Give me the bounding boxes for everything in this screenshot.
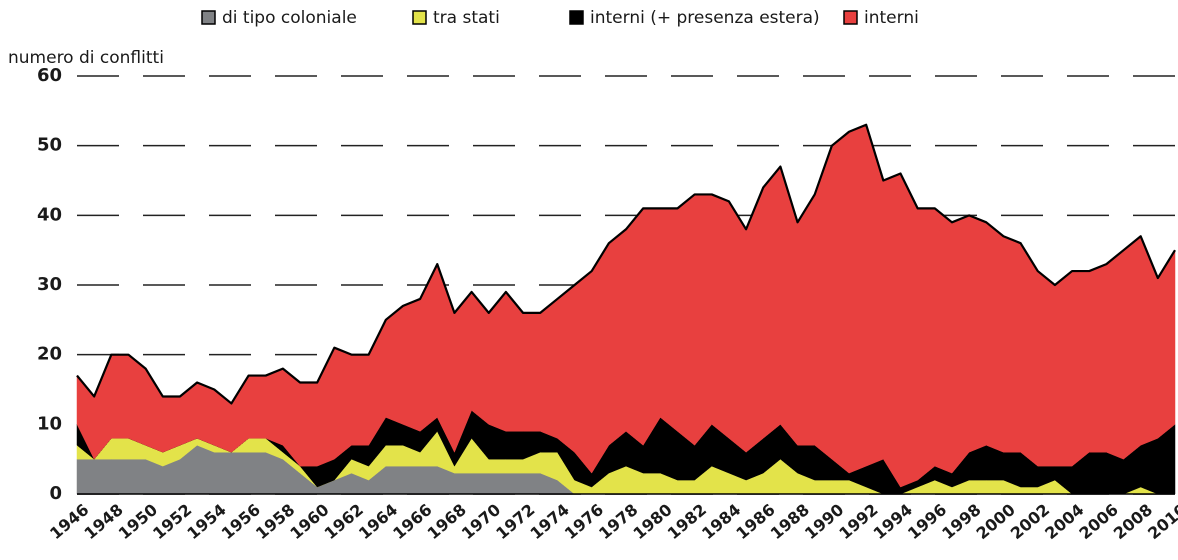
x-tick-label: 1990: [801, 500, 847, 543]
x-tick-label: 1954: [183, 500, 229, 543]
y-tick-label: 10: [37, 413, 62, 434]
legend-swatch: [201, 10, 216, 25]
x-tick-label: 2004: [1041, 500, 1087, 543]
y-tick-label: 0: [49, 483, 62, 504]
total-outline: [76, 123, 1176, 405]
x-tick-label: 1998: [938, 500, 984, 543]
x-tick-label: 1984: [698, 500, 744, 543]
x-tick-label: 1992: [835, 500, 881, 543]
x-tick-label: 1968: [424, 500, 470, 543]
x-tick-label: 1956: [218, 500, 264, 543]
legend-swatch: [843, 10, 858, 25]
x-tick-label: 1982: [664, 500, 710, 543]
x-tick-label: 1952: [149, 500, 195, 543]
x-tick-label: 1972: [492, 500, 538, 543]
legend-label: tra stati: [433, 8, 500, 28]
x-tick-label: 1958: [252, 500, 298, 543]
x-tick-label: 1988: [767, 500, 813, 543]
y-tick-label: 40: [37, 204, 62, 225]
x-tick-label: 2002: [1007, 500, 1053, 543]
x-tick-label: 1962: [321, 500, 367, 543]
x-tick-label: 1994: [870, 500, 916, 543]
x-tick-label: 1986: [732, 500, 778, 543]
x-tick-label: 1950: [115, 500, 161, 543]
x-tick-label: 1964: [355, 500, 401, 543]
legend-swatch: [569, 10, 584, 25]
x-tick-label: 1970: [458, 500, 504, 543]
x-tick-label: 1976: [561, 500, 607, 543]
x-tick-label: 2008: [1110, 500, 1156, 543]
x-tick-label: 1974: [527, 500, 573, 543]
legend-label: interni (+ presenza estera): [590, 8, 820, 28]
x-tick-label: 1996: [904, 500, 950, 543]
y-axis-label: numero di conflitti: [8, 48, 164, 68]
legend-label: interni: [864, 8, 919, 28]
x-tick-label: 1948: [80, 500, 126, 543]
x-tick-label: 2006: [1076, 500, 1122, 543]
y-tick-label: 20: [37, 344, 62, 365]
x-tick-label: 1978: [595, 500, 641, 543]
x-tick-label: 1946: [46, 500, 92, 543]
x-tick-label: 1966: [389, 500, 435, 543]
y-tick-label: 30: [37, 274, 62, 295]
y-tick-label: 60: [37, 65, 62, 86]
y-tick-label: 50: [37, 135, 62, 156]
x-tick-label: 1980: [629, 500, 675, 543]
legend-label: di tipo coloniale: [222, 8, 357, 28]
legend-swatch: [412, 10, 427, 25]
x-tick-label: 2000: [973, 500, 1019, 543]
x-tick-label: 1960: [286, 500, 332, 543]
